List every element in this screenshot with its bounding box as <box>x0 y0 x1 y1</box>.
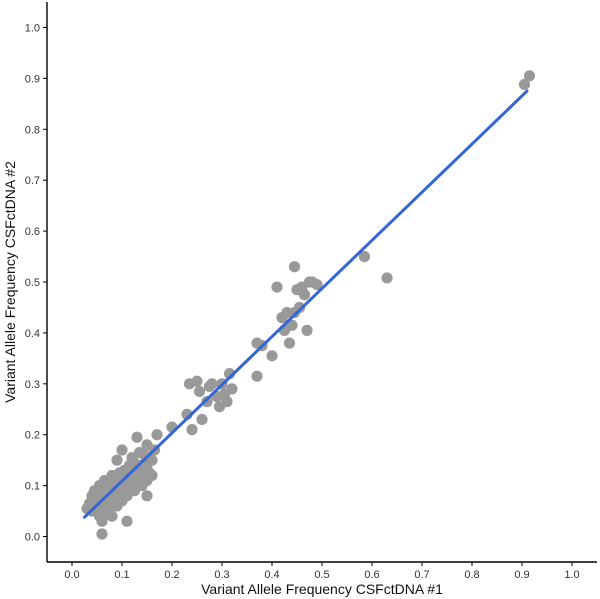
x-tick-label: 0.4 <box>264 569 279 581</box>
y-tick-label: 0.0 <box>25 532 40 544</box>
x-tick-label: 0.8 <box>464 569 479 581</box>
data-point <box>266 350 278 362</box>
data-point <box>221 396 233 408</box>
data-point <box>118 487 131 499</box>
x-tick-label: 0.2 <box>164 569 179 581</box>
x-tick-label: 0.1 <box>114 569 129 581</box>
y-tick-label: 1.0 <box>25 22 40 34</box>
x-tick-label: 0.5 <box>314 569 329 581</box>
data-point <box>191 375 203 387</box>
data-point <box>298 289 311 301</box>
data-point <box>141 490 153 502</box>
data-point <box>518 78 531 91</box>
data-point <box>381 272 393 284</box>
data-point <box>523 70 536 82</box>
y-tick-label: 0.8 <box>25 124 40 136</box>
data-point <box>193 385 206 398</box>
data-point <box>121 515 133 527</box>
data-point <box>151 429 163 441</box>
y-tick-label: 0.2 <box>25 430 40 442</box>
x-tick-label: 0.3 <box>214 569 229 581</box>
data-point <box>106 497 118 510</box>
y-tick-label: 0.6 <box>25 226 40 238</box>
x-axis-ticks: 0.0 0.1 0.2 0.3 0.4 0.5 0.6 0.7 0.8 0.9 1.0 <box>64 562 580 581</box>
y-tick-label: 0.4 <box>25 328 40 340</box>
data-point <box>293 301 306 314</box>
data-point <box>116 444 128 456</box>
y-axis-title: Variant Allele Frequency CSFctDNA #2 <box>2 161 18 403</box>
x-tick-label: 0.6 <box>364 569 379 581</box>
data-point <box>301 324 313 336</box>
x-tick-label: 0.9 <box>514 569 529 581</box>
data-point <box>226 383 238 395</box>
regression-line <box>83 89 529 519</box>
data-point <box>146 469 158 482</box>
y-tick-label: 0.1 <box>25 481 40 493</box>
y-tick-label: 0.5 <box>25 277 40 289</box>
data-point <box>311 278 323 291</box>
data-point <box>196 413 208 426</box>
x-tick-label: 0.7 <box>414 569 429 581</box>
y-tick-label: 0.9 <box>25 73 40 85</box>
regression-line-group <box>83 89 529 519</box>
x-tick-label: 1.0 <box>564 569 579 581</box>
y-tick-label: 0.3 <box>25 379 40 391</box>
data-point <box>271 281 283 293</box>
data-point <box>286 319 298 331</box>
data-point <box>131 431 143 443</box>
y-tick-label: 0.7 <box>25 175 40 187</box>
data-point <box>146 454 158 466</box>
data-point <box>113 467 126 479</box>
data-point <box>111 454 123 466</box>
x-axis-title: Variant Allele Frequency CSFctDNA #1 <box>201 581 443 597</box>
data-point <box>358 250 371 263</box>
data-points <box>81 70 536 540</box>
data-point <box>96 528 108 540</box>
data-point <box>133 477 146 489</box>
data-point <box>106 510 118 522</box>
data-point <box>251 370 263 382</box>
data-point <box>186 424 198 436</box>
data-point <box>206 378 218 390</box>
data-point <box>201 396 213 408</box>
x-tick-label: 0.0 <box>64 569 79 581</box>
y-axis-ticks: 0.0 0.1 0.2 0.3 0.4 0.5 0.6 0.7 0.8 0.9 1.0 <box>25 22 47 544</box>
data-point <box>283 337 296 349</box>
data-point <box>288 261 301 273</box>
